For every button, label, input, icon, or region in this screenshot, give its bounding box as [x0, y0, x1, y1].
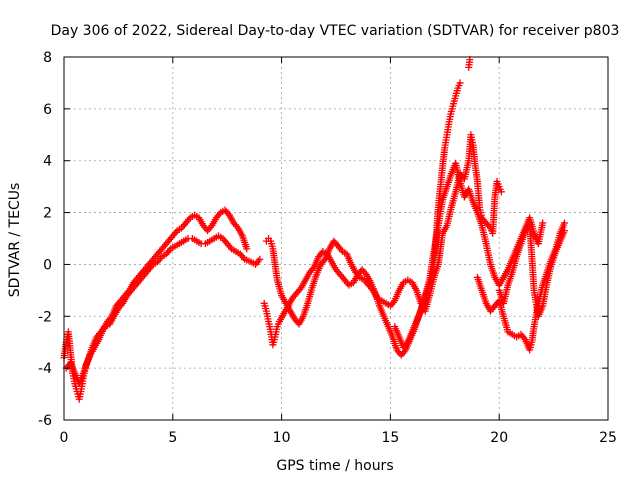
- data-point: [497, 188, 505, 196]
- data-point: [560, 219, 568, 227]
- y-tick-label: -2: [38, 309, 52, 325]
- y-tick-label: 2: [43, 206, 52, 222]
- chart-title: Day 306 of 2022, Sidereal Day-to-day VTE…: [51, 23, 620, 39]
- y-tick-label: 6: [43, 102, 52, 118]
- x-axis-label: GPS time / hours: [276, 458, 393, 474]
- x-tick-label: 15: [381, 430, 399, 446]
- axis-ticks: 0 5 10 15 20 25 -6 -4 -2 0 2 4 6 8: [38, 50, 617, 446]
- y-tick-label: -4: [38, 361, 52, 377]
- data-points: [60, 56, 568, 403]
- y-axis-label: SDTVAR / TECUs: [7, 183, 23, 298]
- y-tick-label: 8: [43, 50, 52, 66]
- data-point: [539, 219, 547, 227]
- gridlines: [64, 57, 608, 420]
- x-tick-label: 20: [490, 430, 508, 446]
- y-tick-label: -6: [38, 413, 52, 429]
- data-point: [456, 79, 464, 87]
- x-tick-label: 10: [273, 430, 291, 446]
- x-tick-label: 5: [168, 430, 177, 446]
- plot-frame: [63, 56, 609, 421]
- data-point: [560, 227, 568, 235]
- data-point: [243, 245, 251, 253]
- data-point: [256, 255, 264, 263]
- y-tick-label: 0: [43, 257, 52, 273]
- x-tick-label: 25: [599, 430, 617, 446]
- x-tick-label: 0: [60, 430, 69, 446]
- y-tick-label: 4: [43, 154, 52, 170]
